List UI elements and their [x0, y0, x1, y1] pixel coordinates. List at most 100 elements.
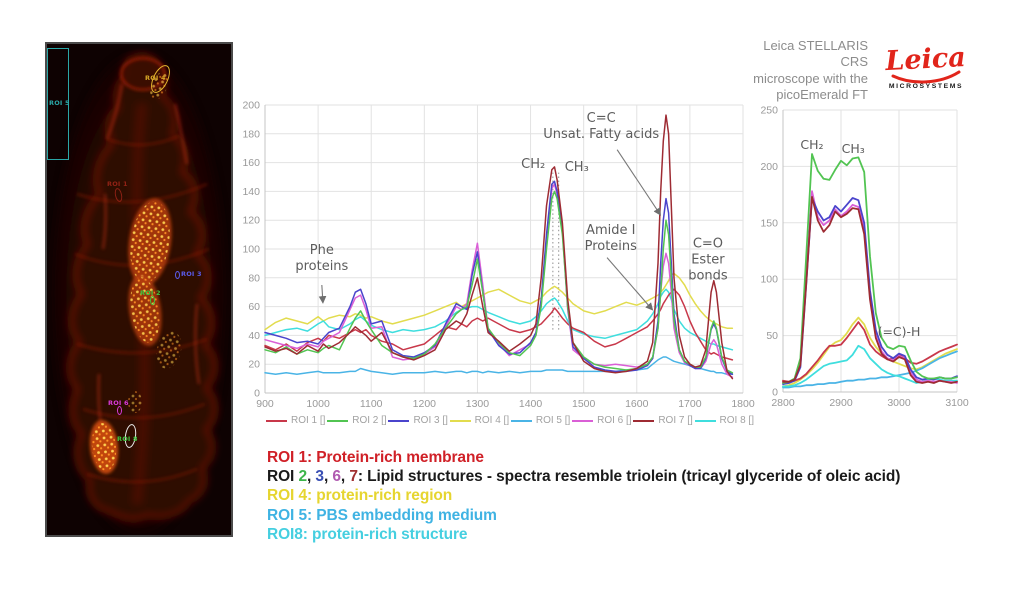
x-tick-label: 2900 — [829, 397, 853, 409]
roi-note-segment: 7 — [349, 468, 358, 486]
legend-swatch — [694, 419, 716, 422]
fingerprint-spectra-chart: 900 1000 1100 1200 1300 1400 1500 1600 1700 1800 0… — [242, 90, 757, 415]
caption-line: picoEmerald FT — [776, 86, 868, 102]
y-tick-label: 0 — [772, 387, 778, 399]
y-tick-label: 250 — [760, 105, 778, 117]
legend-swatch — [388, 419, 410, 422]
legend-swatch — [449, 419, 471, 422]
ch-stretch-spectra-chart: 2800 2900 3000 3100 0 50 100 150 200 250 CH₂ CH₃ (=C… — [755, 95, 985, 415]
series-ROI-7- — [264, 114, 734, 380]
series-ROI-5- — [782, 350, 958, 389]
legend-item[interactable]: ROI 3 [] — [388, 415, 448, 426]
legend-label: ROI 6 [] — [597, 415, 632, 426]
logo-subtext: MICROSYSTEMS — [889, 83, 963, 90]
y-tick-label: 180 — [242, 128, 260, 140]
roi-note-segment: ROI8: protein-rich structure — [267, 525, 468, 543]
roi-notes: ROI 1: Protein-rich membrane ROI 2, 3, 6,… — [267, 448, 900, 544]
legend-item[interactable]: ROI 1 [] — [266, 415, 325, 426]
roi-note-line: ROI8: protein-rich structure — [267, 525, 900, 544]
x-tick-label: 3100 — [945, 397, 969, 409]
y-tick-label: 50 — [766, 330, 778, 342]
legend-item[interactable]: ROI 6 [] — [572, 415, 632, 426]
roi-note-segment: 3 — [315, 468, 324, 486]
caption-line: Leica STELLARIS CRS — [763, 38, 868, 70]
roi3-marker[interactable] — [175, 271, 180, 279]
roi-note-segment: , — [340, 468, 350, 486]
fingerprint-spectra-plot: 900 1000 1100 1200 1300 1400 1500 1600 1700 1800 0… — [242, 100, 755, 411]
legend-item[interactable]: ROI 4 [] — [449, 415, 510, 426]
roi-note-segment: ROI 5: PBS embedding medium — [267, 506, 497, 524]
legend-item[interactable]: ROI 7 [] — [633, 415, 693, 426]
legend-label: ROI 5 [] — [535, 415, 571, 426]
x-tick-label: 3000 — [887, 397, 911, 409]
series-ROI-4- — [264, 272, 734, 331]
chart-legend: ROI 1 [] ROI 2 [] ROI 3 [] ROI 4 [] ROI 5 []… — [266, 415, 754, 426]
y-tick-label: 150 — [760, 217, 778, 229]
series-ROI-2- — [782, 153, 958, 384]
x-tick-label: 1300 — [466, 398, 490, 410]
x-tick-label: 900 — [256, 398, 274, 410]
legend-swatch — [510, 419, 532, 422]
legend-swatch — [327, 419, 349, 422]
x-tick-label: 1100 — [360, 398, 383, 410]
y-tick-label: 0 — [254, 388, 260, 400]
roi-note-segment: ROI — [267, 468, 299, 486]
legend-item[interactable]: ROI 8 [] — [694, 415, 754, 426]
specimen-image: ROI 5 ROI 4 ROI 1 ROI 3 ROI 2 ROI 6 ROI … — [45, 42, 233, 537]
legend-item[interactable]: ROI 2 [] — [327, 415, 387, 426]
x-tick-label: 1400 — [519, 398, 543, 410]
roi5-rectangle[interactable] — [47, 48, 69, 160]
annotation-arrow — [606, 257, 654, 311]
roi-note-segment: 2 — [298, 468, 307, 486]
y-tick-label: 20 — [248, 359, 260, 371]
series-ROI-1- — [264, 288, 734, 361]
legend-swatch — [572, 419, 594, 422]
roi-note-line: ROI 1: Protein-rich membrane — [267, 448, 900, 467]
y-tick-label: 60 — [248, 301, 260, 313]
series-ROI-8- — [782, 344, 958, 388]
y-tick-label: 120 — [242, 215, 260, 227]
series-ROI-7- — [782, 196, 958, 384]
roi-note-segment: ROI 1: Protein-rich membrane — [267, 449, 484, 466]
legend-label: ROI 4 [] — [474, 415, 510, 426]
logo-swoosh — [891, 70, 961, 84]
roi2-marker[interactable] — [150, 296, 155, 305]
roi-note-segment: ROI 4: protein-rich region — [267, 487, 453, 505]
y-tick-label: 200 — [242, 100, 260, 112]
legend-label: ROI 2 [] — [352, 415, 387, 426]
legend-item[interactable]: ROI 5 [] — [510, 415, 571, 426]
legend-label: ROI 7 [] — [658, 415, 693, 426]
leica-wordmark: Leica — [884, 42, 966, 77]
legend-label: ROI 8 [] — [719, 415, 754, 426]
roi-note-line: ROI 2, 3, 6, 7: Lipid structures - spect… — [267, 467, 900, 486]
roi6-marker[interactable] — [117, 406, 122, 415]
header-caption: Leica STELLARIS CRS microscope with the … — [733, 38, 868, 103]
x-tick-label: 1800 — [731, 398, 755, 410]
series-ROI-4- — [782, 316, 958, 388]
roi-note-line: ROI 4: protein-rich region — [267, 486, 900, 505]
specimen-svg — [47, 44, 231, 536]
y-tick-label: 200 — [760, 161, 778, 173]
legend-swatch — [266, 419, 287, 422]
x-tick-label: 1700 — [678, 398, 702, 410]
y-tick-label: 80 — [248, 272, 260, 284]
legend-swatch — [633, 419, 655, 422]
x-tick-label: 1000 — [306, 398, 330, 410]
series-ROI-2- — [264, 190, 734, 374]
leica-logo: Leica MICROSYSTEMS — [884, 40, 968, 92]
legend-label: ROI 3 [] — [413, 415, 448, 426]
y-tick-label: 40 — [248, 330, 260, 342]
y-tick-label: 100 — [760, 274, 778, 286]
series-ROI-1- — [782, 321, 958, 383]
x-tick-label: 2800 — [771, 397, 795, 409]
roi-note-segment: 6 — [332, 468, 341, 486]
x-tick-label: 1500 — [572, 398, 596, 410]
roi-note-segment: , — [323, 468, 333, 486]
y-tick-label: 100 — [242, 244, 260, 256]
roi-note-line: ROI 5: PBS embedding medium — [267, 506, 900, 525]
roi-note-segment: : Lipid structures - spectra resemble tr… — [357, 468, 901, 486]
series-ROI-5- — [264, 356, 734, 376]
legend-label: ROI 1 [] — [291, 415, 326, 426]
y-tick-label: 160 — [242, 157, 260, 169]
